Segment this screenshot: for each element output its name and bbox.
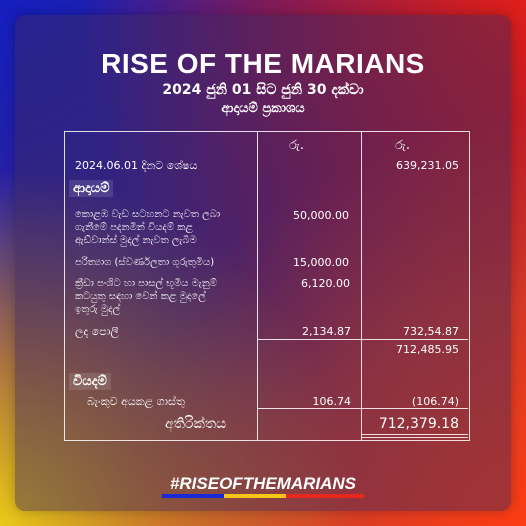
column-divider-2 <box>361 132 362 440</box>
income-statement-table: රු. රු. 2024.06.01 දිනට ශේෂය 639,231.05 … <box>64 131 470 441</box>
opening-balance-label: 2024.06.01 දිනට ශේෂය <box>75 159 198 172</box>
income-row-label: ලද පොලී <box>75 325 119 338</box>
income-row-label: කොළඹ වැඩ සටහනට නැවත ලබා ගැනීමේ පදනමින් ව… <box>75 209 221 246</box>
expense-row-label: බැංකුව අයකළ ගාස්තු <box>87 395 185 408</box>
page-title: RISE OF THE MARIANS <box>101 48 425 79</box>
income-row-value: 50,000.00 <box>293 209 349 222</box>
expense-heading: වියදම් <box>69 373 111 390</box>
income-row-label: ක්‍රීඩා පංශිට හා පාසල් භූමිය මැනුම් කටයු… <box>75 278 217 315</box>
flag-stripe-red <box>286 494 364 498</box>
statement-subtitle: ආදායම් ප්‍රකාශය <box>221 101 305 116</box>
income-row-value: 2,134.87 <box>302 325 351 338</box>
surplus-value: 712,379.18 <box>378 416 459 432</box>
flag-stripe-yellow <box>224 494 286 498</box>
income-row-value: 15,000.00 <box>293 256 349 269</box>
hashtag-footer: #RISEOFTHEMARIANS <box>169 474 357 493</box>
income-heading: ආදායම් <box>69 180 114 197</box>
column-divider-1 <box>257 132 258 440</box>
income-row-value: 6,120.00 <box>301 277 350 290</box>
surplus-double-rule-1 <box>361 434 468 435</box>
content-card <box>15 15 511 511</box>
expense-row-value: 106.74 <box>312 395 352 408</box>
opening-balance-value: 639,231.05 <box>396 159 459 172</box>
surplus-top-rule <box>257 408 468 409</box>
surplus-double-rule-2 <box>361 437 468 438</box>
expense-row-total: (106.74) <box>411 395 459 408</box>
income-total-rule <box>257 339 468 340</box>
surplus-label: අතිරික්තය <box>165 416 227 432</box>
col-header-1: රු. <box>289 138 305 153</box>
flag-stripe-blue <box>162 494 224 498</box>
income-row-label: පරිත්‍යාග (ස්වර්ණලතා ගුරුතුමිය) <box>75 257 215 268</box>
subtotal-value: 712,485.95 <box>396 343 459 356</box>
col-header-2: රු. <box>395 138 411 153</box>
income-total-value: 732,54.87 <box>403 325 459 338</box>
date-range-subtitle: 2024 ජුනි 01 සිට ජුනි 30 දක්වා <box>162 82 364 98</box>
